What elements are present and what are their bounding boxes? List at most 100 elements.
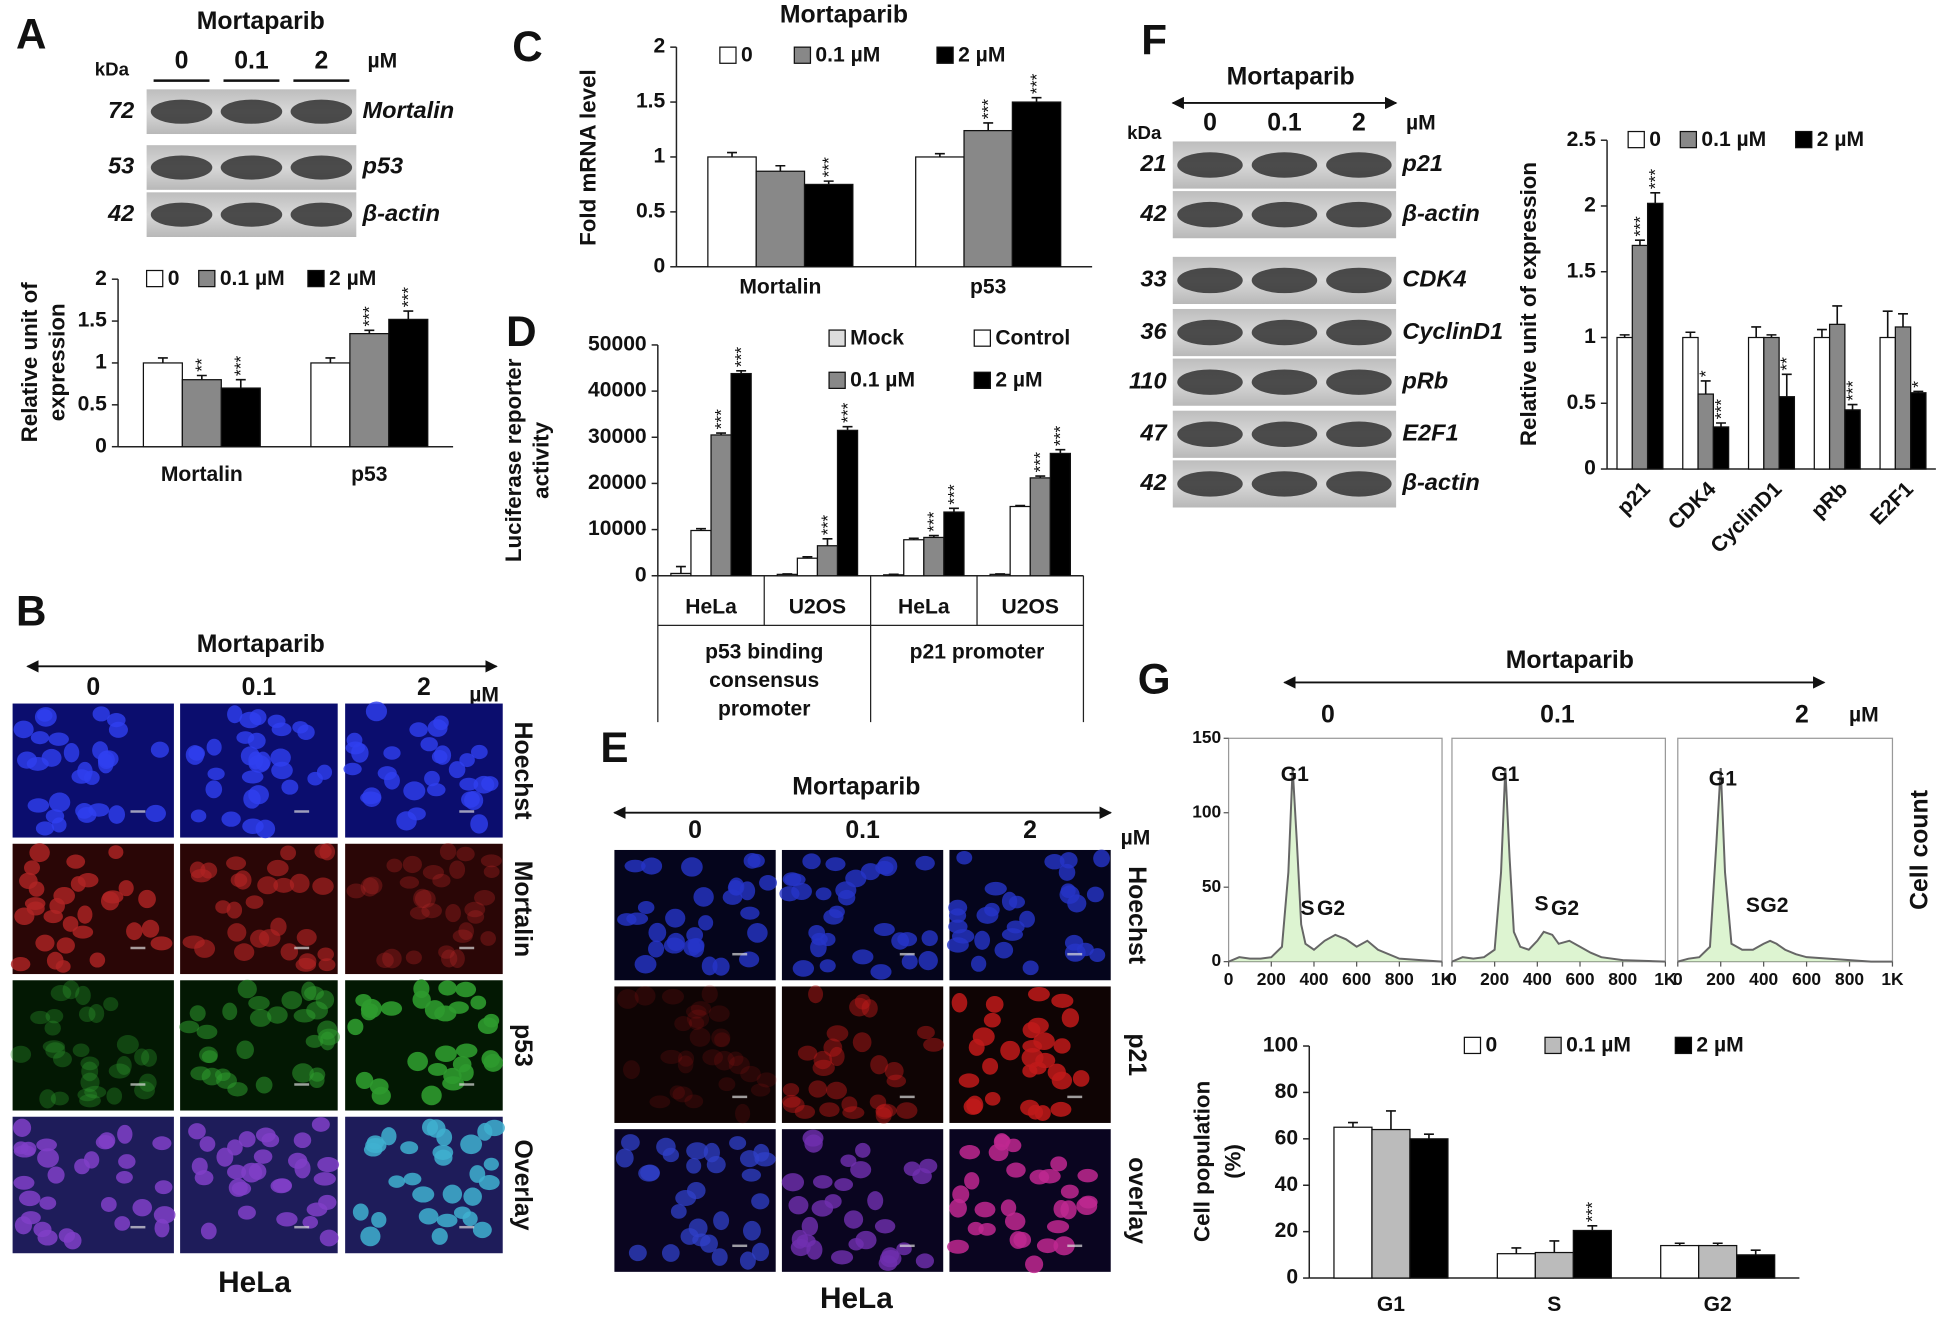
nucleus: [438, 980, 457, 996]
nucleus: [238, 1131, 256, 1148]
bar: [670, 572, 692, 577]
band-name: CyclinD1: [1402, 318, 1503, 344]
significance: ***: [944, 484, 964, 505]
y-tick-label: 40: [1275, 1173, 1298, 1196]
blot-band: [1251, 267, 1318, 294]
nucleus: [13, 720, 34, 739]
x-tick-label: 400: [1749, 969, 1778, 989]
nucleus: [48, 792, 71, 813]
dose-label: 2: [417, 674, 431, 701]
nucleus: [216, 1072, 237, 1089]
nucleus: [829, 1046, 845, 1067]
nucleus: [255, 819, 276, 839]
blot-band: [1251, 152, 1318, 178]
micrograph: [781, 986, 944, 1123]
y-tick-label: 60: [1275, 1126, 1298, 1149]
error-bar: [802, 556, 813, 559]
nucleus: [1051, 993, 1074, 1008]
nucleus: [383, 746, 401, 760]
legend-swatch: [828, 329, 846, 347]
error-bar: [1913, 390, 1924, 393]
x-tick-label: 600: [1566, 969, 1595, 989]
blot-band: [220, 202, 283, 227]
nucleus: [289, 873, 310, 894]
nucleus: [481, 776, 499, 792]
error-bar: [775, 164, 786, 172]
nucleus: [313, 1172, 336, 1186]
nucleus: [132, 1198, 153, 1217]
nucleus: [42, 1040, 66, 1053]
nucleus: [407, 807, 426, 821]
nucleus: [782, 1094, 801, 1108]
blot-band: [220, 99, 283, 124]
nucleus: [1077, 1168, 1098, 1183]
group-label: consensus: [709, 669, 819, 692]
nucleus: [248, 754, 270, 773]
nucleus: [467, 910, 485, 924]
nucleus: [319, 1229, 339, 1247]
nucleus: [1000, 1040, 1021, 1061]
nucleus: [459, 753, 475, 768]
unit-label: µM: [367, 50, 397, 73]
error-bar: [1031, 96, 1042, 103]
nucleus: [413, 888, 432, 909]
nucleus: [427, 719, 448, 737]
nucleus: [460, 1134, 483, 1155]
nucleus: [951, 993, 968, 1013]
significance: ***: [1842, 380, 1862, 401]
error-bar: [1055, 448, 1066, 454]
nucleus: [708, 1005, 730, 1022]
nucleus: [919, 1158, 938, 1174]
nucleus: [740, 906, 760, 920]
nucleus: [915, 1253, 934, 1269]
nucleus: [196, 1024, 218, 1040]
y-tick-label: 80: [1275, 1080, 1298, 1103]
phase-label: S: [1535, 893, 1549, 916]
nucleus: [296, 929, 317, 946]
channel-label: overlay: [1123, 1157, 1150, 1244]
nucleus: [227, 923, 247, 942]
scale-bar: [732, 1244, 748, 1248]
phase-label: S: [1301, 897, 1315, 920]
nucleus: [452, 929, 473, 943]
micrograph: [345, 843, 503, 975]
nucleus: [448, 761, 466, 779]
legend-swatch: [936, 46, 954, 64]
nucleus: [239, 711, 262, 729]
nucleus: [1020, 1099, 1040, 1116]
legend-label: 0.1 µM: [1701, 128, 1766, 151]
nucleus: [185, 745, 205, 765]
nucleus: [845, 869, 867, 888]
nucleus: [896, 1102, 918, 1119]
nucleus: [317, 947, 335, 962]
nucleus: [812, 1059, 835, 1077]
y-tick-label: 50: [1202, 876, 1221, 896]
nucleus: [1050, 1101, 1072, 1117]
nucleus: [311, 1117, 330, 1132]
nucleus: [615, 1148, 634, 1168]
nucleus: [249, 1009, 272, 1027]
nucleus: [1038, 1168, 1061, 1184]
nucleus: [319, 843, 336, 861]
nucleus: [688, 1218, 708, 1238]
flow-title: Mortaparib: [1506, 647, 1634, 674]
nucleus: [869, 1094, 887, 1110]
x-tick-label: p53: [351, 463, 387, 486]
nucleus: [258, 929, 281, 947]
nucleus: [347, 1018, 364, 1036]
nucleus: [956, 850, 973, 865]
scale-bar: [130, 810, 146, 813]
blot-band: [1177, 369, 1243, 395]
x-tick-label: 800: [1385, 969, 1414, 989]
scale-bar: [294, 1083, 310, 1086]
band-name: β-actin: [1401, 469, 1479, 495]
nucleus: [402, 855, 422, 874]
nucleus: [266, 859, 289, 877]
nucleus: [711, 1248, 728, 1266]
nucleus: [29, 843, 50, 863]
nucleus: [713, 1050, 735, 1071]
blot-band: [1326, 471, 1392, 497]
nucleus: [472, 1221, 492, 1239]
y-axis-label: activity: [528, 421, 553, 499]
nucleus: [433, 745, 452, 765]
